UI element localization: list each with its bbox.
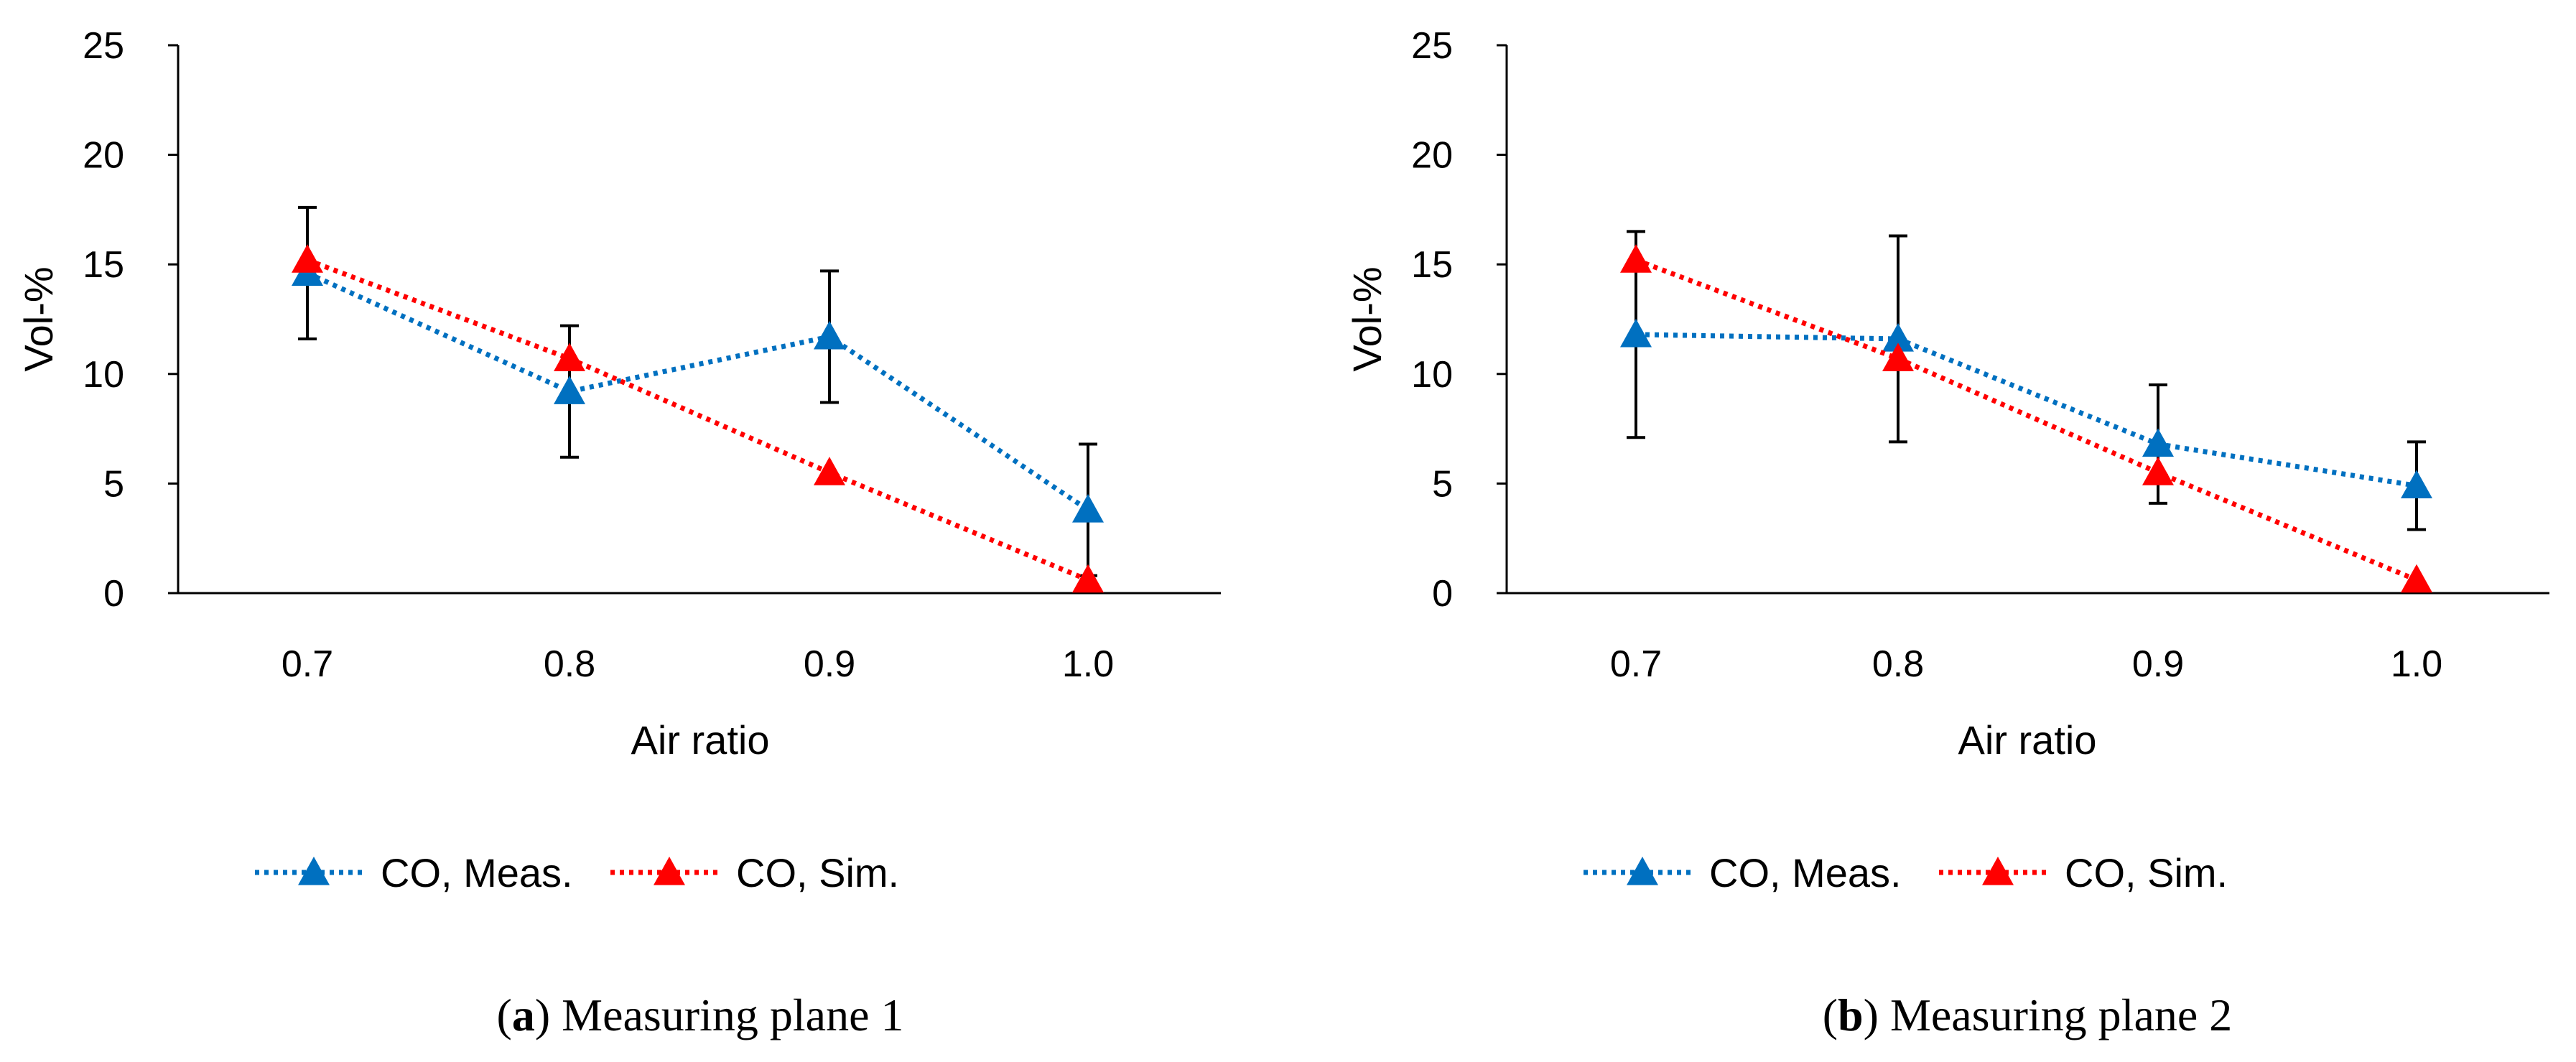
legend-label: CO, Meas.: [381, 850, 573, 895]
legend-marker: [1982, 857, 2014, 885]
legend-label: CO, Meas.: [1709, 850, 1902, 895]
caption-text: Measuring plane 1: [562, 989, 903, 1040]
data-point: [814, 320, 845, 350]
x-tick-label: 0.9: [804, 643, 855, 685]
x-tick-label: 0.7: [282, 643, 333, 685]
data-point: [814, 457, 845, 485]
data-point: [1620, 318, 1652, 348]
legend-marker: [1627, 857, 1658, 885]
legend-label: CO, Sim.: [2065, 850, 2228, 895]
y-tick-label: 15: [83, 244, 124, 286]
data-point: [2401, 470, 2432, 499]
caption-paren: (: [497, 989, 512, 1040]
caption: (a) Measuring plane 1: [497, 989, 904, 1040]
x-tick-label: 1.0: [1062, 643, 1114, 685]
y-tick-label: 25: [83, 25, 124, 67]
series-line: [1635, 332, 2417, 488]
x-tick-label: 1.0: [2391, 643, 2442, 685]
caption-paren: ): [535, 989, 562, 1040]
x-tick-label: 0.8: [544, 643, 595, 685]
chart-panel-a: 0 5 10 15 20 25 0.7 0.8 0.9 1.0 Air ratio Vol-% CO, …: [16, 25, 1221, 1040]
data-point: [1882, 322, 1914, 352]
caption-paren: (: [1823, 989, 1838, 1040]
y-tick-label: 10: [1411, 354, 1453, 396]
chart-panel-b: 0 5 10 15 20 25 0.7 0.8 0.9 1.0 Air ratio Vol-% CO, …: [1344, 25, 2549, 1040]
data-point: [2142, 428, 2174, 457]
series-line: [306, 271, 1089, 512]
series-line: [306, 257, 1089, 582]
data-point: [2142, 457, 2174, 485]
y-tick-label: 20: [83, 135, 124, 177]
y-tick-label: 0: [1432, 573, 1453, 615]
data-point: [1882, 343, 1914, 372]
y-axis-title: Vol-%: [16, 266, 61, 371]
y-tick-label: 0: [103, 573, 124, 615]
caption-letter: a: [512, 989, 535, 1040]
y-tick-label: 5: [1432, 463, 1453, 505]
x-tick-label: 0.8: [1872, 643, 1924, 685]
data-point: [292, 244, 323, 273]
data-point: [554, 376, 585, 404]
legend-marker: [654, 857, 685, 885]
legend-label: CO, Sim.: [736, 850, 899, 895]
data-point: [554, 343, 585, 372]
legend-marker: [298, 857, 330, 885]
y-tick-label: 15: [1411, 244, 1453, 286]
x-tick-label: 0.9: [2132, 643, 2184, 685]
caption: (b) Measuring plane 2: [1823, 989, 2233, 1040]
y-tick-label: 5: [103, 463, 124, 505]
y-tick-label: 25: [1411, 25, 1453, 67]
data-point: [1620, 244, 1652, 273]
y-tick-label: 10: [83, 354, 124, 396]
caption-paren: ): [1864, 989, 1890, 1040]
data-point: [1072, 564, 1104, 593]
caption-text: Measuring plane 2: [1890, 989, 2232, 1040]
caption-letter: b: [1838, 989, 1864, 1040]
legend: CO, Meas. CO, Sim.: [1584, 850, 2228, 895]
series-line: [1635, 257, 2418, 582]
legend: CO, Meas. CO, Sim.: [255, 850, 899, 895]
y-axis-title: Vol-%: [1344, 266, 1390, 371]
data-point: [1072, 494, 1104, 523]
x-tick-label: 0.7: [1610, 643, 1662, 685]
x-axis-title: Air ratio: [631, 717, 770, 763]
data-point: [2401, 564, 2432, 593]
x-axis-title: Air ratio: [1958, 717, 2097, 763]
y-tick-label: 20: [1411, 135, 1453, 177]
